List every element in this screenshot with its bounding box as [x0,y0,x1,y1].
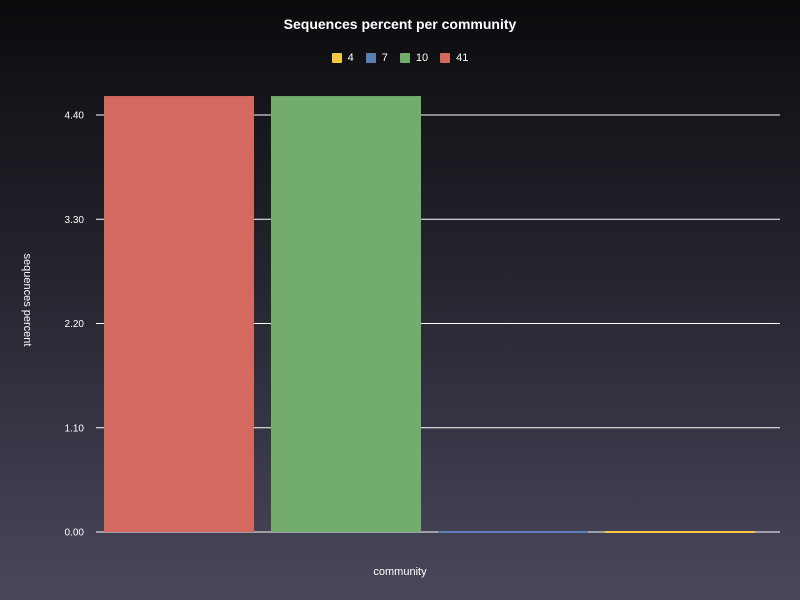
legend-label: 7 [381,52,388,64]
legend-swatch [331,53,342,63]
legend-item[interactable]: 7 [365,52,388,64]
legend-item[interactable]: 4 [331,52,354,64]
bar-4[interactable] [605,531,755,533]
legend-label: 4 [347,52,354,64]
legend-item[interactable]: 41 [440,52,468,64]
y-tick-label: 1.10 [65,423,85,434]
legend-swatch [365,53,376,63]
y-tick-label: 4.40 [65,111,85,122]
legend-item[interactable]: 10 [399,52,429,64]
legend-swatch [440,53,451,63]
y-tick-label: 2.20 [65,319,85,330]
x-axis-label: community [373,566,427,578]
chart-title: Sequences percent per community [283,16,517,32]
legend-label: 10 [415,52,429,64]
bar-10[interactable] [271,96,421,532]
y-tick-label: 0.00 [65,528,85,539]
y-tick-label: 3.30 [65,215,85,226]
y-axis-label: sequences percent [21,253,33,347]
bar-41[interactable] [104,96,254,532]
bar-7[interactable] [438,531,588,533]
legend-swatch [399,53,410,63]
legend-label: 41 [456,52,469,64]
legend: 4 7 10 41 [0,52,800,64]
